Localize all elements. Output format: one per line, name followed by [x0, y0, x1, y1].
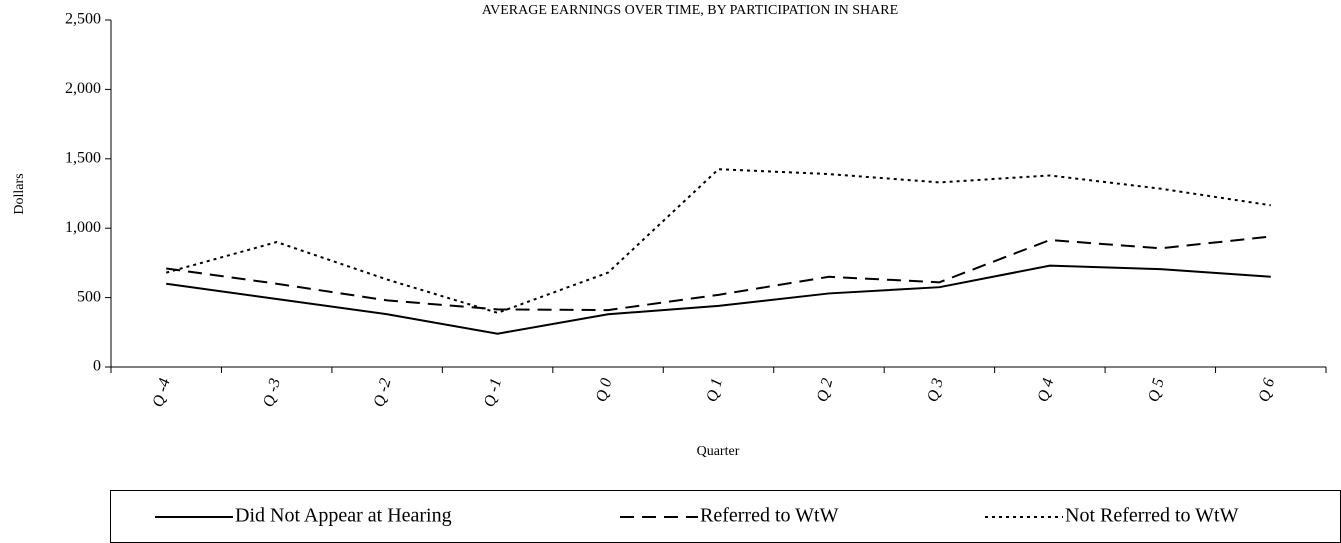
x-tick-label: Q -3 [260, 377, 284, 409]
x-tick-label: Q 2 [814, 377, 837, 404]
y-axis-label: Dollars [12, 173, 27, 214]
x-tick-label: Q 0 [593, 377, 616, 404]
y-tick-label: 1,500 [65, 149, 101, 166]
x-tick-label: Q -1 [481, 377, 505, 409]
y-tick-label: 1,000 [65, 219, 101, 236]
x-tick-label: Q -4 [150, 377, 174, 409]
x-axis-label: Quarter [697, 444, 740, 459]
legend-label: Referred to WtW [700, 505, 839, 527]
chart-title: AVERAGE EARNINGS OVER TIME, BY PARTICIPA… [482, 3, 898, 18]
x-tick-label: Q 1 [703, 377, 726, 404]
legend-label: Not Referred to WtW [1065, 505, 1239, 527]
x-tick-label: Q -2 [371, 377, 395, 409]
legend-label: Did Not Appear at Hearing [235, 505, 452, 527]
y-tick-label: 2,500 [65, 11, 101, 28]
y-tick-label: 2,000 [65, 80, 101, 97]
x-tick-label: Q 4 [1035, 377, 1058, 404]
x-tick-label: Q 6 [1256, 377, 1279, 404]
y-tick-label: 0 [93, 358, 101, 375]
y-tick-label: 500 [77, 288, 101, 305]
x-tick-label: Q 3 [924, 377, 947, 404]
x-tick-label: Q 5 [1145, 377, 1168, 404]
series-line [166, 264, 1271, 335]
series-line [166, 235, 1271, 312]
